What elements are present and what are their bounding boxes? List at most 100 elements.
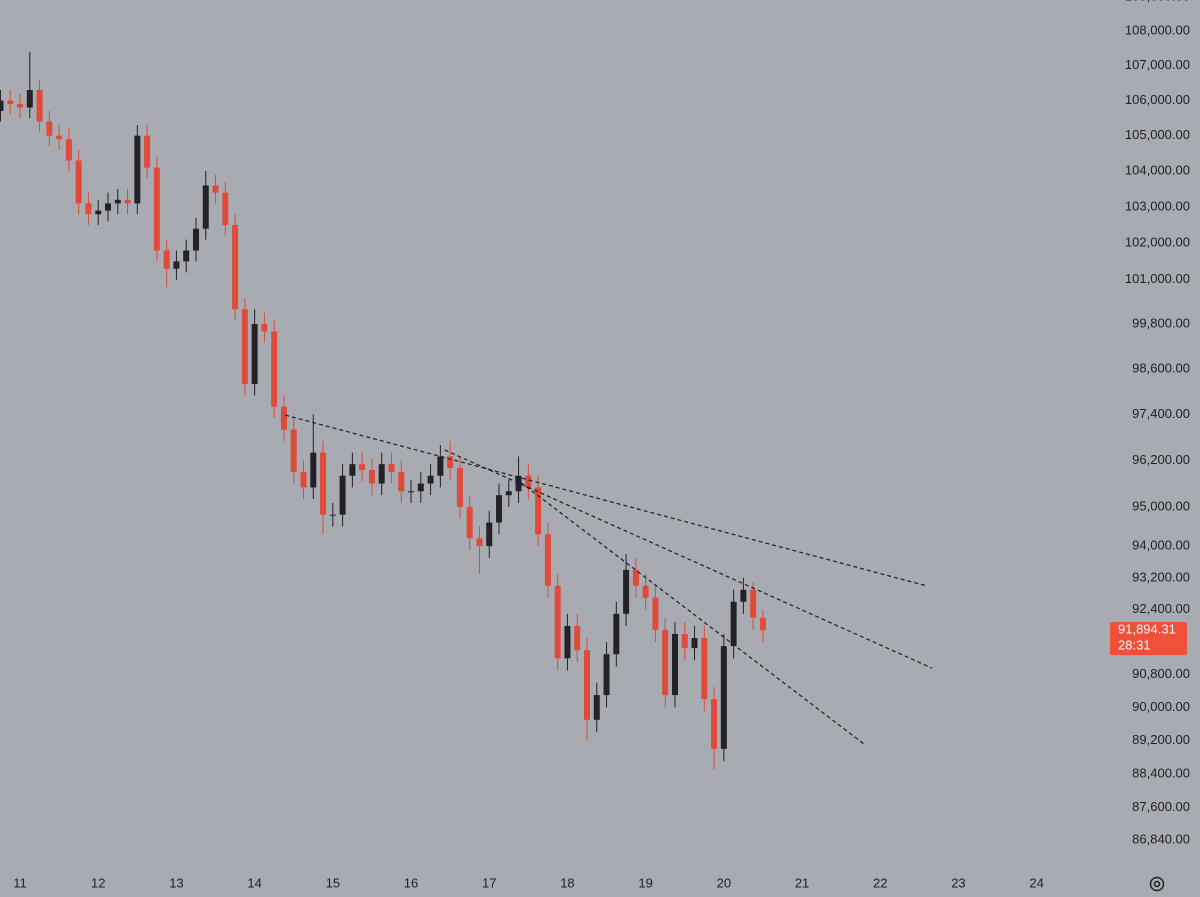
candle-body bbox=[310, 452, 317, 488]
y-tick-label: 90,800.00 bbox=[1132, 666, 1190, 681]
candle-body bbox=[124, 199, 131, 204]
candle-body bbox=[437, 456, 444, 476]
candle-body bbox=[202, 185, 209, 229]
y-tick-label: 89,200.00 bbox=[1132, 732, 1190, 747]
candle-body bbox=[525, 475, 532, 488]
candle-body bbox=[701, 638, 708, 700]
last-price-box bbox=[1110, 622, 1187, 656]
axes: 109,000.00 108,000.00 107,000.00 106,000.00… bbox=[13, 0, 1190, 890]
candle-body bbox=[720, 646, 727, 749]
y-tick-label: 101,000.00 bbox=[1125, 271, 1190, 286]
candle-body bbox=[466, 506, 473, 539]
y-tick-label: 106,000.00 bbox=[1125, 92, 1190, 107]
candle-body bbox=[496, 495, 503, 523]
x-tick-label: 18 bbox=[560, 875, 574, 890]
settings-icon[interactable] bbox=[1149, 876, 1165, 892]
x-tick-label: 15 bbox=[326, 875, 340, 890]
candle-body bbox=[300, 471, 307, 488]
x-tick-label: 17 bbox=[482, 875, 496, 890]
candle-body bbox=[56, 135, 63, 140]
x-tick-label: 24 bbox=[1029, 875, 1043, 890]
candle-body bbox=[593, 695, 600, 720]
candle-body bbox=[662, 629, 669, 696]
settings-gear-hub bbox=[1153, 880, 1161, 888]
candle-body bbox=[349, 464, 356, 476]
y-tick-label: 88,400.00 bbox=[1132, 765, 1190, 780]
candle-body bbox=[642, 585, 649, 598]
candle-body bbox=[427, 475, 434, 484]
candle-body bbox=[652, 597, 659, 630]
candle-body bbox=[691, 638, 698, 649]
candle-body bbox=[378, 464, 385, 484]
y-tick-label: 90,000.00 bbox=[1132, 699, 1190, 714]
x-tick-label: 19 bbox=[638, 875, 652, 890]
candle-body bbox=[320, 452, 327, 515]
candle-body bbox=[163, 250, 170, 269]
x-tick-label: 21 bbox=[795, 875, 809, 890]
candle-body bbox=[36, 90, 43, 122]
candle-body bbox=[417, 483, 424, 492]
y-tick-label: 96,200.00 bbox=[1132, 452, 1190, 467]
candle-body bbox=[114, 199, 121, 204]
candle-body bbox=[681, 633, 688, 649]
candle-body bbox=[46, 121, 53, 136]
candle-body bbox=[65, 139, 72, 161]
candle-body bbox=[251, 324, 258, 384]
y-tick-label: 105,000.00 bbox=[1125, 127, 1190, 142]
candle-body bbox=[447, 456, 454, 469]
x-tick-label: 23 bbox=[951, 875, 965, 890]
candle-body bbox=[408, 491, 415, 493]
settings-gear bbox=[1149, 876, 1165, 892]
candle-body bbox=[173, 261, 180, 269]
candle-body bbox=[554, 585, 561, 659]
candle-body bbox=[95, 210, 102, 215]
candle-body bbox=[134, 135, 141, 204]
x-tick-label: 22 bbox=[873, 875, 887, 890]
candle-body bbox=[339, 475, 346, 515]
y-tick-label: 92,400.00 bbox=[1132, 601, 1190, 616]
candle-body bbox=[671, 633, 678, 696]
y-tick-label: 97,400.00 bbox=[1132, 406, 1190, 421]
candle-body bbox=[603, 654, 610, 696]
y-tick-label: 94,000.00 bbox=[1132, 538, 1190, 553]
candle-body bbox=[730, 601, 737, 647]
candle-body bbox=[104, 203, 111, 211]
y-tick-label: 102,000.00 bbox=[1125, 235, 1190, 250]
candle-body bbox=[183, 250, 190, 262]
y-tick-label: 98,600.00 bbox=[1132, 360, 1190, 375]
x-tick-label: 16 bbox=[404, 875, 418, 890]
candle-body bbox=[368, 469, 375, 484]
candle-body bbox=[583, 650, 590, 720]
y-tick-label: 95,000.00 bbox=[1132, 498, 1190, 513]
y-tick-label: 87,600.00 bbox=[1132, 799, 1190, 814]
candle-body bbox=[271, 331, 278, 407]
y-tick-label: 103,000.00 bbox=[1125, 198, 1190, 213]
candle-body bbox=[144, 135, 151, 168]
y-tick-label: 109,000.00 bbox=[1125, 0, 1190, 3]
candle-body bbox=[515, 475, 522, 492]
candle-body bbox=[280, 406, 287, 430]
candle-body bbox=[85, 203, 92, 215]
candle-body bbox=[261, 324, 268, 332]
candle-body bbox=[623, 569, 630, 614]
y-tick-label: 108,000.00 bbox=[1125, 23, 1190, 38]
trendline bbox=[514, 477, 866, 746]
candle-body bbox=[476, 538, 483, 547]
candle-body bbox=[388, 464, 395, 472]
candle-body bbox=[564, 625, 571, 659]
candle-body bbox=[486, 522, 493, 547]
candle-body bbox=[574, 625, 581, 651]
candle-body bbox=[740, 589, 747, 602]
y-tick-label: 93,200.00 bbox=[1132, 569, 1190, 584]
x-tick-label: 20 bbox=[717, 875, 731, 890]
trendline bbox=[284, 414, 925, 586]
candle-body bbox=[544, 534, 551, 586]
last-price-label: 91,894.31 bbox=[1118, 622, 1176, 637]
y-tick-label: 104,000.00 bbox=[1125, 163, 1190, 178]
x-tick-label: 14 bbox=[247, 875, 261, 890]
candle-body bbox=[241, 309, 248, 384]
candle-body bbox=[192, 228, 199, 251]
candle-body bbox=[0, 100, 4, 112]
